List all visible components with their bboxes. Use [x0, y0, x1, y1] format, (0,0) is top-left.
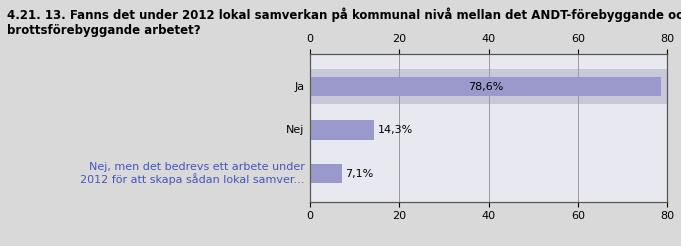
Text: Nej, men det bedrevs ett arbete under
2012 för att skapa sådan lokal samver...: Nej, men det bedrevs ett arbete under 20… — [80, 162, 304, 185]
Text: Ja: Ja — [294, 82, 304, 92]
Text: 14,3%: 14,3% — [377, 125, 413, 135]
Bar — [310, 69, 667, 104]
Text: Nej: Nej — [286, 125, 304, 135]
Text: 78,6%: 78,6% — [468, 82, 503, 92]
Text: 7,1%: 7,1% — [345, 169, 373, 179]
Bar — [310, 164, 342, 183]
Text: 4.21. 13. Fanns det under 2012 lokal samverkan på kommunal nivå mellan det ANDT-: 4.21. 13. Fanns det under 2012 lokal sam… — [7, 7, 681, 37]
Bar — [310, 120, 374, 140]
Bar — [310, 77, 661, 96]
